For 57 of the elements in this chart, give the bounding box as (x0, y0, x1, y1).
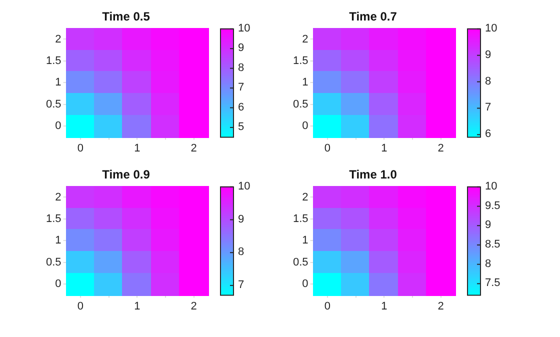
y-tick-label: 0.5 (292, 98, 308, 110)
color-bar-label: 8 (238, 62, 244, 74)
color-bar-label: 10 (238, 180, 250, 192)
color-bar-label: 7.5 (485, 277, 500, 290)
y-tick-label: 1 (55, 234, 62, 247)
x-tick-label: 0 (324, 300, 331, 312)
color-bar-label: 10 (485, 180, 498, 192)
x-tick-label: 1 (381, 142, 388, 154)
x-tick-label: 2 (438, 142, 444, 154)
color-bar-label: 7 (238, 82, 244, 94)
color-bar-label: 8 (485, 258, 492, 270)
y-tick-label: 1.5 (46, 212, 62, 225)
y-tick-label: 0.5 (46, 256, 62, 268)
color-bar-label: 9 (485, 219, 492, 232)
x-tick-label: 1 (134, 142, 140, 154)
y-tick-label: 0 (55, 278, 62, 290)
color-bar-label: 10 (485, 22, 498, 34)
y-tick-label: 0.5 (292, 256, 308, 268)
color-bar-label: 6 (238, 101, 244, 114)
color-bar-label: 5 (238, 120, 244, 133)
color-bar-label: 9.5 (485, 200, 500, 212)
x-tick-label: 2 (190, 300, 197, 312)
y-tick-label: 0.5 (46, 98, 62, 110)
y-tick-label: 2 (302, 33, 308, 46)
y-tick-label: 1.5 (292, 54, 308, 67)
chart-title: Time 0.7 (349, 10, 398, 24)
x-tick-label: 0 (77, 142, 84, 154)
color-bar-label: 6 (485, 128, 492, 140)
x-tick-label: 1 (134, 300, 140, 312)
x-tick-label: 1 (381, 300, 388, 312)
color-bar-label: 8 (238, 246, 244, 258)
y-tick-label: 2 (55, 191, 62, 204)
y-tick-label: 1 (302, 76, 308, 89)
chart-title: Time 0.5 (102, 10, 150, 24)
color-bar-label: 9 (238, 42, 244, 54)
x-tick-label: 2 (438, 300, 444, 312)
y-tick-label: 1.5 (292, 212, 308, 225)
y-tick-label: 2 (302, 191, 308, 204)
color-bar-label: 7 (485, 102, 492, 114)
color-bar-label: 10 (238, 22, 250, 34)
y-tick-label: 1 (55, 76, 62, 89)
color-bar-label: 7 (238, 278, 244, 291)
color-bar-label: 8 (485, 75, 492, 88)
x-tick-label: 2 (190, 142, 197, 154)
y-tick-label: 1.5 (46, 54, 62, 67)
color-bar-label: 9 (485, 48, 492, 61)
color-bar-label: 8.5 (485, 238, 500, 251)
color-bar-label: 9 (238, 213, 244, 226)
y-tick-label: 0 (55, 120, 62, 132)
y-tick-label: 1 (302, 234, 308, 247)
y-tick-label: 0 (302, 120, 308, 132)
x-tick-label: 0 (77, 300, 84, 312)
chart-title: Time 1.0 (349, 168, 398, 182)
x-tick-label: 0 (324, 142, 331, 154)
y-tick-label: 2 (55, 33, 62, 46)
chart-title: Time 0.9 (102, 168, 150, 182)
y-tick-label: 0 (302, 278, 308, 290)
